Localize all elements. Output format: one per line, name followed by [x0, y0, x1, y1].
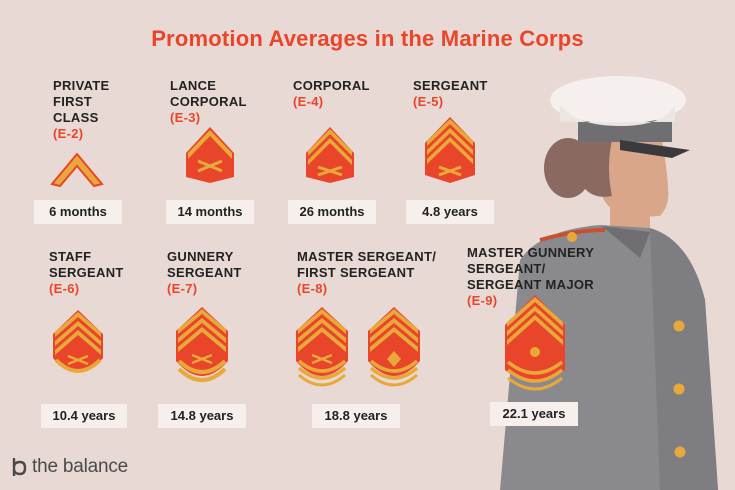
rank-grade: (E-7): [167, 281, 198, 296]
time-box-e9: 22.1 years: [490, 402, 578, 426]
balance-logo-icon: [12, 458, 27, 476]
rank-grade: (E-2): [53, 126, 84, 141]
rank-name: LANCE CORPORAL: [170, 78, 247, 109]
rank-name: MASTER GUNNERY SERGEANT/ SERGEANT MAJOR: [467, 245, 595, 292]
rank-grade: (E-5): [413, 94, 444, 109]
brand-logo: the balance: [10, 456, 128, 478]
brand-name: the balance: [32, 456, 129, 477]
rank-lance-corporal: LANCE CORPORAL (E-3): [170, 78, 247, 126]
rank-master-gunnery-sergeant-sergeant-major: MASTER GUNNERY SERGEANT/ SERGEANT MAJOR …: [467, 245, 594, 309]
rank-name: CORPORAL: [293, 78, 370, 93]
rank-name: SERGEANT: [413, 78, 488, 93]
time-box-e3: 14 months: [166, 200, 254, 224]
rank-grade: (E-9): [467, 293, 498, 308]
first-sergeant-chevron-icon: [368, 307, 420, 387]
rank-name: MASTER SERGEANT/ FIRST SERGEANT: [297, 249, 437, 280]
rank-staff-sergeant: STAFF SERGEANT (E-6): [49, 249, 124, 297]
rank-grade: (E-8): [297, 281, 328, 296]
rank-grade: (E-4): [293, 94, 324, 109]
rank-sergeant: SERGEANT (E-5): [413, 78, 488, 110]
rank-master-sergeant-first-sergeant: MASTER SERGEANT/ FIRST SERGEANT (E-8): [297, 249, 436, 297]
time-box-e2: 6 months: [34, 200, 122, 224]
staff-sergeant-chevron-icon: [53, 310, 103, 373]
time-box-e5: 4.8 years: [406, 200, 494, 224]
time-box-e7: 14.8 years: [158, 404, 246, 428]
rank-name: STAFF SERGEANT: [49, 249, 124, 280]
rank-grade: (E-6): [49, 281, 80, 296]
rank-name: GUNNERY SERGEANT: [167, 249, 242, 280]
lance-corporal-chevron-icon: [186, 127, 234, 183]
pfc-chevron-icon: [50, 152, 104, 188]
time-box-e4: 26 months: [288, 200, 376, 224]
corporal-chevron-icon: [306, 127, 354, 183]
gunnery-sergeant-chevron-icon: [176, 307, 228, 382]
sergeant-chevron-icon: [425, 117, 475, 183]
time-box-e8: 18.8 years: [312, 404, 400, 428]
master-sergeant-chevron-icon: [296, 307, 348, 387]
rank-grade: (E-3): [170, 110, 201, 125]
rank-gunnery-sergeant: GUNNERY SERGEANT (E-7): [167, 249, 242, 297]
time-box-e6: 10.4 years: [41, 404, 127, 428]
rank-private-first-class: PRIVATE FIRST CLASS (E-2): [53, 78, 110, 142]
rank-corporal: CORPORAL (E-4): [293, 78, 370, 110]
rank-name: PRIVATE FIRST CLASS: [53, 78, 110, 125]
page-title: Promotion Averages in the Marine Corps: [151, 26, 584, 51]
